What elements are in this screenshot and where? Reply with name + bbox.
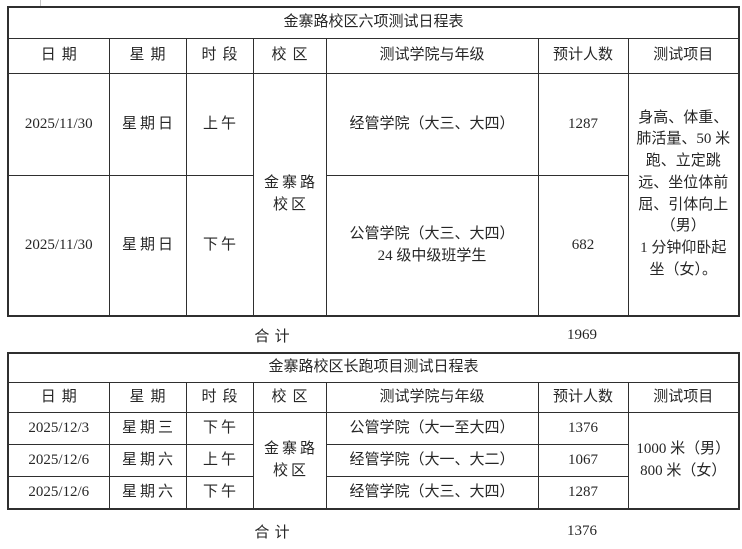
date-cell: 2025/11/30 [7,175,110,317]
table2-total-row: 合计 1376 [7,513,738,549]
campus-line: 金寨路 [263,440,318,457]
table1-total-row: 合计 1969 [7,318,738,352]
table2-header-college: 测试学院与年级 [325,382,539,413]
test-items-line: 跑、立定跳 [645,153,721,169]
table2-row-2: 2025/12/6 星期六 上午 经管学院（大一、大二） 1067 [7,444,739,477]
college-cell: 经管学院（大三、大四） [325,476,539,510]
campus-merged-cell: 金寨路 校区 [252,73,327,317]
count-cell: 1376 [537,412,629,445]
long-run-test-schedule-table: 金寨路校区长跑项目测试日程表 日期 星期 时段 校区 测试学院与年级 预计人数 … [7,352,740,510]
period-cell: 下午 [185,476,254,510]
test-items-line: 远、坐位体前 [638,174,729,191]
table1-header-items: 测试项目 [627,38,740,74]
period-cell: 下午 [185,175,254,317]
period-cell: 下午 [185,412,254,445]
count-cell: 682 [537,175,629,317]
total-label: 合计 [254,328,295,345]
test-items-line: 坐（女）。 [649,261,718,278]
table2-header-campus: 校区 [252,382,327,413]
test-items-line: 屈、引体向上 [638,196,729,213]
date-cell: 2025/11/30 [7,73,110,176]
weekday-cell: 星期六 [108,444,187,477]
test-items-line: 800 米（女） [640,462,727,479]
table1-header-count: 预计人数 [537,38,629,74]
table2-header-weekday: 星期 [108,382,187,413]
college-cell: 经管学院（大三、大四） [325,73,539,176]
test-items-line: 1000 米（男） [636,440,731,457]
weekday-cell: 星期日 [108,175,187,317]
test-items-line: （男） [660,218,706,235]
table2-header-items: 测试项目 [627,382,740,413]
test-items-merged-cell: 1000 米（男） 800 米（女） [627,412,740,510]
count-cell: 1067 [537,444,629,477]
period-cell: 上午 [185,444,254,477]
test-items-merged-cell: 身高、体重、 肺活量、50 米 跑、立定跳 远、坐位体前 屈、引体向上 （男） … [627,73,740,317]
college-cell: 经管学院（大一、大二） [325,444,539,477]
table1-header-college: 测试学院与年级 [325,38,539,74]
weekday-cell: 星期六 [108,476,187,510]
table2-header-date: 日期 [7,382,110,413]
table1-title: 金寨路校区六项测试日程表 [7,6,740,39]
weekday-cell: 星期日 [108,73,187,176]
table1-row-1: 2025/11/30 星期日 上午 金寨路 校区 经管学院（大三、大四） 128… [7,73,740,317]
college-cell: 公管学院（大三、大四） 24 级中级班学生 [325,175,539,317]
campus-line: 校区 [272,196,309,213]
table1-header-row: 日期 星期 时段 校区 测试学院与年级 预计人数 测试项目 [7,38,740,74]
table2-row-3: 2025/12/6 星期六 下午 经管学院（大三、大四） 1287 [7,476,739,510]
campus-line: 校区 [272,462,309,479]
campus-line: 金寨路 [263,174,318,191]
period-cell: 上午 [185,73,254,176]
campus-merged-cell: 金寨路 校区 [252,412,327,510]
table1-header-campus: 校区 [252,38,327,74]
date-cell: 2025/12/3 [7,412,110,445]
total-label: 合计 [254,524,295,541]
test-items-line: 1 分钟仰卧起 [640,240,727,256]
table2-header-period: 时段 [185,382,254,413]
table2-header-row: 日期 星期 时段 校区 测试学院与年级 预计人数 测试项目 [7,382,740,413]
table1-row-2: 2025/11/30 星期日 下午 公管学院（大三、大四） 24 级中级班学生 … [7,175,739,317]
table2-row-1: 2025/12/3 星期三 下午 金寨路 校区 公管学院（大一至大四） 1376… [7,412,740,510]
count-cell: 1287 [537,73,629,176]
test-items-line: 肺活量、50 米 [636,131,731,148]
count-cell: 1287 [537,476,629,510]
six-item-test-schedule-table: 金寨路校区六项测试日程表 日期 星期 时段 校区 测试学院与年级 预计人数 测试… [7,6,741,317]
test-items-line: 身高、体重、 [638,109,729,126]
table2-title: 金寨路校区长跑项目测试日程表 [7,352,740,383]
table2-header-count: 预计人数 [537,382,629,413]
weekday-cell: 星期三 [108,412,187,445]
college-cell: 公管学院（大一至大四） [325,412,539,445]
table1-header-date: 日期 [7,38,110,74]
table1-header-weekday: 星期 [108,38,187,74]
margin-tick-mark [40,0,41,6]
date-cell: 2025/12/6 [7,444,110,477]
total-value: 1969 [567,326,597,343]
total-value: 1376 [567,522,597,539]
table1-header-period: 时段 [185,38,254,74]
date-cell: 2025/12/6 [7,476,110,510]
